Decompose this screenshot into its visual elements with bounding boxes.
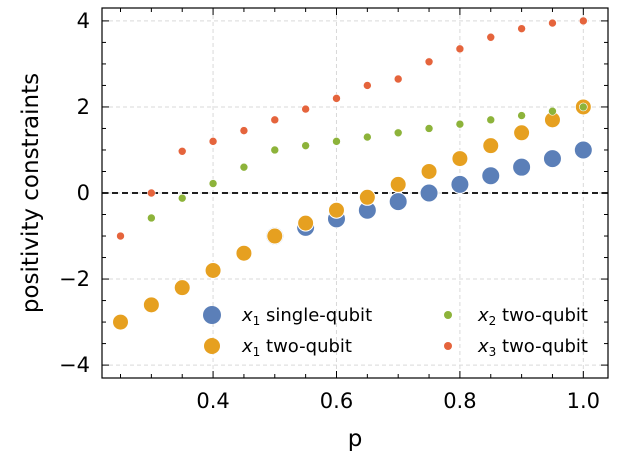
data-point: [424, 57, 434, 67]
data-point: [142, 296, 160, 314]
data-point: [517, 111, 526, 120]
data-point: [358, 188, 376, 206]
x-tick-label: 0.8: [443, 389, 476, 413]
data-point: [486, 115, 496, 125]
x-tick-label: 0.4: [196, 389, 229, 413]
data-point: [177, 146, 187, 156]
data-point: [455, 119, 465, 129]
y-tick-label: 2: [77, 95, 90, 119]
legend-label: x3 two-qubit: [477, 336, 588, 359]
data-point: [297, 214, 315, 232]
series-3: [147, 102, 588, 223]
data-point: [573, 140, 593, 160]
y-tick-label: 0: [77, 181, 90, 205]
x-tick-label: 0.6: [320, 389, 353, 413]
data-point: [424, 124, 434, 133]
data-point: [239, 126, 249, 135]
data-point: [239, 162, 249, 172]
data-point: [235, 244, 253, 262]
data-point: [270, 145, 280, 155]
data-point: [208, 137, 218, 146]
data-point: [482, 137, 500, 155]
data-point: [486, 32, 496, 42]
data-point: [208, 179, 218, 188]
data-point: [455, 44, 465, 54]
data-point: [548, 18, 557, 28]
data-point: [393, 74, 403, 84]
y-axis-label: positivity constraints: [18, 73, 44, 313]
data-point: [548, 106, 557, 116]
x-axis-label: p: [348, 426, 363, 452]
data-point: [173, 279, 191, 297]
legend-marker: [203, 306, 221, 324]
tick-labels: 0.4 0.6 0.8 1.0 −4 −2 0 2 4: [59, 9, 600, 413]
y-tick-label: −2: [59, 267, 90, 291]
series-4: [116, 16, 588, 241]
data-point: [542, 149, 562, 169]
axis-ticks: [102, 8, 608, 378]
data-point: [579, 102, 588, 112]
data-point: [301, 141, 310, 150]
data-point: [147, 188, 156, 198]
data-point: [147, 213, 156, 223]
data-point: [389, 175, 407, 193]
data-point: [513, 124, 531, 142]
legend-label: x1 two-qubit: [241, 336, 352, 359]
data-point: [363, 132, 372, 142]
data-point: [332, 94, 341, 103]
data-point: [112, 313, 130, 331]
data-point: [301, 104, 310, 114]
legend-marker: [204, 338, 220, 354]
data-point: [116, 231, 125, 241]
data-point: [363, 81, 372, 90]
data-point: [512, 157, 532, 177]
legend-marker: [444, 342, 452, 350]
legend-label: x1 single-qubit: [241, 305, 372, 328]
data-point: [332, 137, 341, 146]
legend-label: x2 two-qubit: [477, 305, 588, 328]
data-point: [451, 150, 469, 168]
legend-marker: [444, 311, 452, 319]
data-point: [270, 115, 280, 125]
data-point: [177, 193, 187, 203]
data-point: [517, 24, 526, 33]
data-point: [420, 162, 438, 180]
series-2: [112, 98, 592, 331]
data-point: [481, 166, 501, 186]
data-point: [419, 183, 439, 203]
data-point: [393, 128, 403, 138]
data-point: [388, 192, 408, 212]
data-points: [112, 16, 593, 331]
data-point: [450, 174, 470, 194]
data-point: [579, 16, 588, 26]
x-tick-label: 1.0: [567, 389, 600, 413]
data-point: [327, 201, 345, 219]
data-point: [204, 261, 222, 279]
y-tick-label: 4: [77, 9, 90, 33]
data-point: [266, 227, 284, 245]
y-tick-label: −4: [59, 353, 90, 377]
legend: x1 single-qubit x1 two-qubit x2 two-qubit x…: [203, 305, 588, 359]
